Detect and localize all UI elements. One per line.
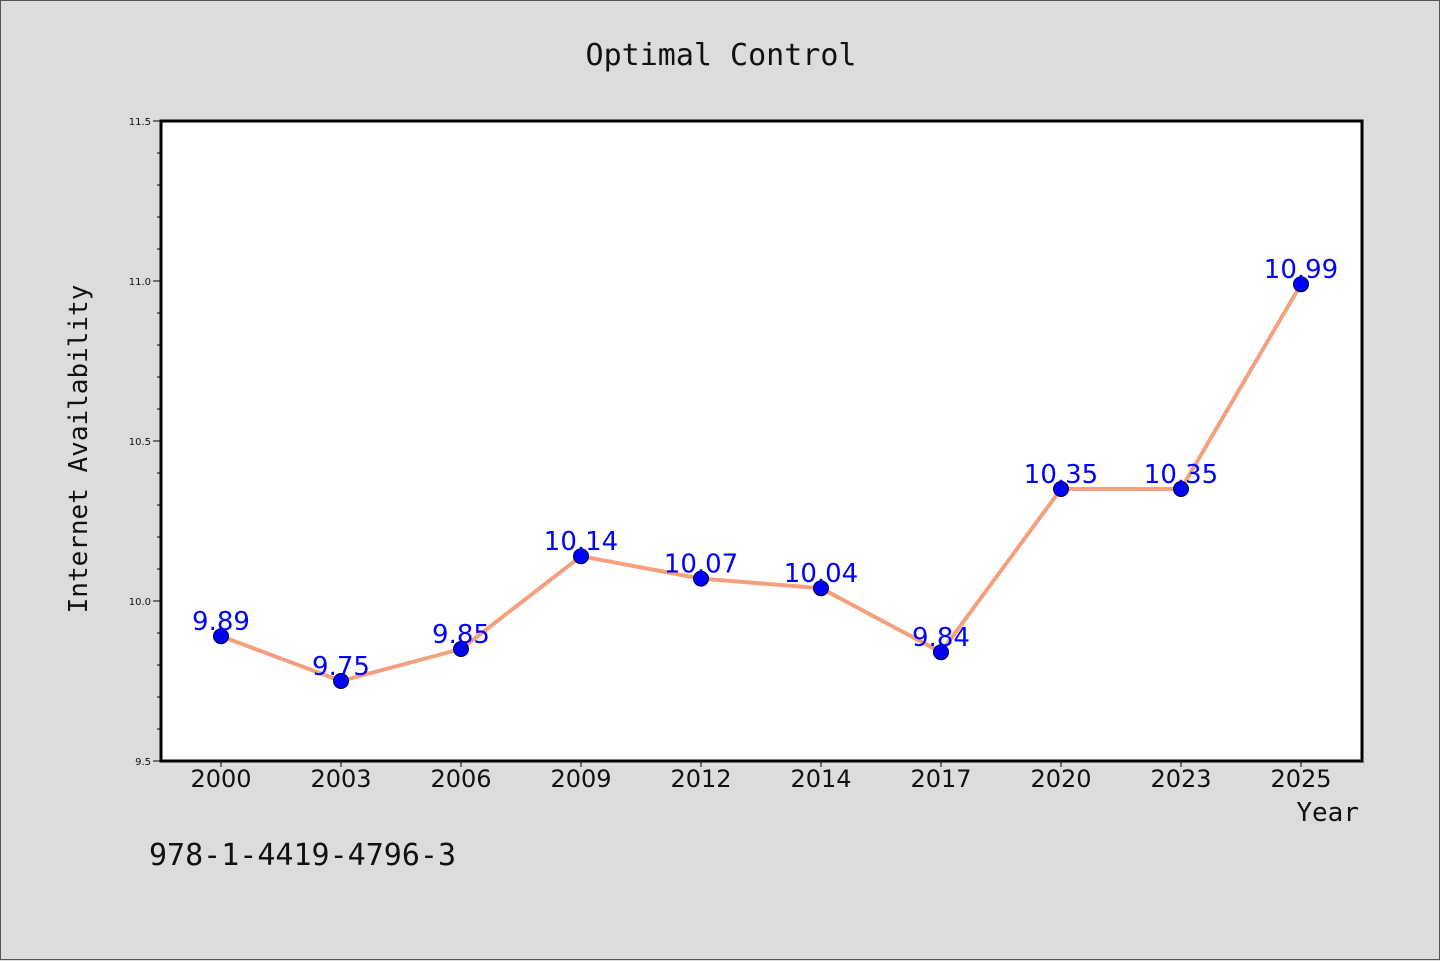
x-tick-label: 2009 [550, 765, 611, 793]
data-label: 9.75 [312, 652, 370, 682]
data-point [1173, 481, 1189, 497]
data-point [693, 570, 709, 587]
data-point [333, 673, 349, 689]
x-tick-label: 2014 [790, 765, 851, 793]
data-label: 10.35 [1024, 460, 1098, 490]
data-labels: 9.89 9.75 9.85 10.14 10.07 10.04 9.84 10.35 10.3… [192, 255, 1338, 682]
data-point [1293, 276, 1309, 293]
chart-title: Optimal Control [586, 38, 857, 73]
y-axis-title: Internet Availability [64, 285, 94, 614]
y-tick-label: 11.5 [129, 117, 151, 128]
series-line-group [220, 283, 1303, 683]
data-point [573, 548, 589, 565]
data-label: 9.89 [192, 607, 250, 637]
y-tick-label: 11.0 [129, 277, 151, 288]
data-label: 10.04 [784, 559, 858, 589]
x-axis: 2000 2003 2006 2009 2012 2014 2017 2020 2023 2025 [190, 761, 1332, 793]
x-tick-label: 2003 [310, 765, 371, 793]
x-tick-label: 2006 [430, 765, 491, 793]
data-point [813, 580, 829, 597]
x-axis-title: Year [1296, 798, 1359, 828]
data-point [213, 628, 229, 645]
data-label: 9.84 [912, 623, 970, 653]
data-points [213, 276, 1309, 689]
data-point [1053, 481, 1069, 497]
data-point [453, 641, 469, 657]
x-tick-label: 2020 [1030, 765, 1091, 793]
y-tick-label: 10.5 [129, 437, 151, 448]
data-label: 10.35 [1144, 460, 1218, 490]
data-label: 10.99 [1264, 255, 1338, 285]
y-tick-label: 9.5 [135, 757, 151, 768]
data-label: 10.07 [664, 550, 738, 580]
x-tick-label: 2012 [670, 765, 731, 793]
isbn-footer: 978-1-4419-4796-3 [149, 838, 456, 873]
x-tick-label: 2000 [190, 765, 251, 793]
x-tick-label: 2023 [1150, 765, 1211, 793]
x-tick-label: 2017 [910, 765, 971, 793]
plot-area [159, 119, 1364, 763]
data-point [933, 644, 949, 661]
data-label: 9.85 [432, 620, 490, 650]
series-line [220, 283, 1303, 683]
x-tick-label: 2025 [1270, 765, 1331, 793]
y-axis: 9.5 10.0 10.5 11.0 11.5 [129, 117, 161, 768]
data-label: 10.14 [544, 527, 618, 557]
y-tick-label: 10.0 [129, 597, 151, 608]
